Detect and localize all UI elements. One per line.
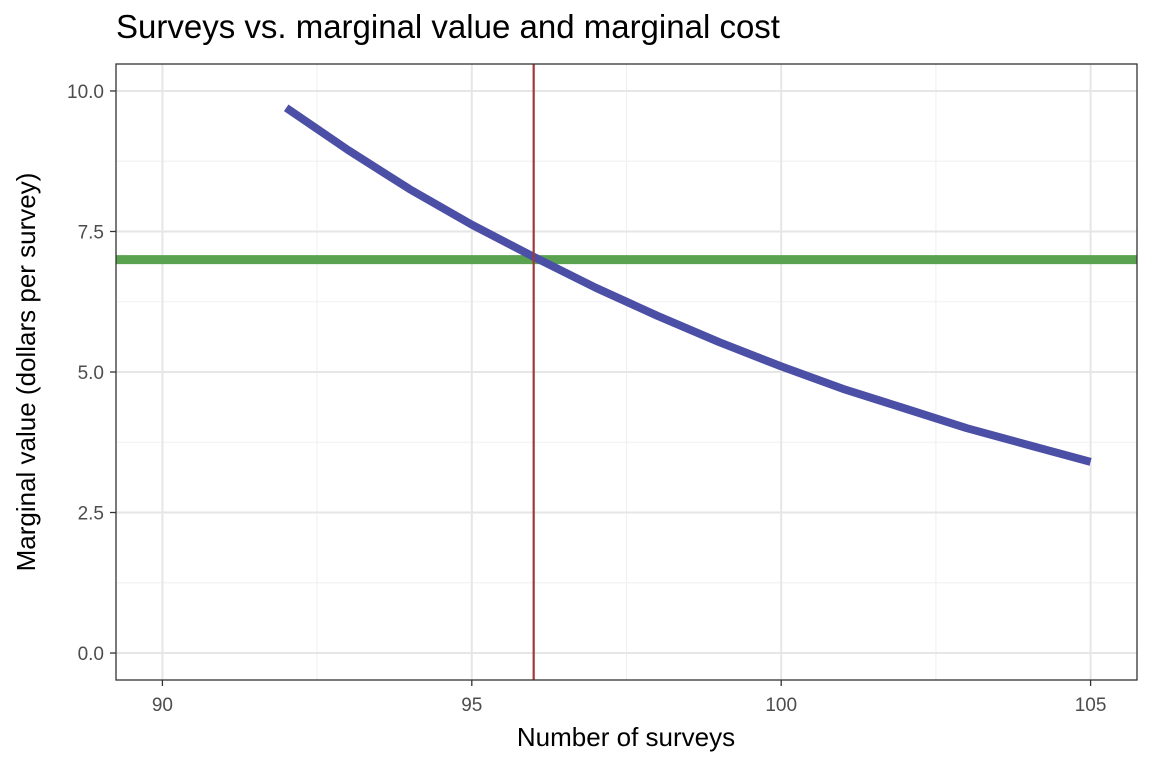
x-tick-label: 90 — [152, 695, 173, 716]
series-layer — [116, 64, 1137, 680]
y-tick-label: 7.5 — [78, 222, 104, 243]
y-axis-title: Marginal value (dollars per survey) — [11, 173, 41, 572]
marginal-value-curve — [283, 104, 1092, 466]
chart-title: Surveys vs. marginal value and marginal … — [116, 8, 780, 45]
gridlines — [116, 64, 1137, 680]
y-tick-label: 2.5 — [78, 504, 104, 525]
y-tick-label: 10.0 — [67, 82, 104, 103]
x-tick-label: 105 — [1075, 695, 1107, 716]
x-axis-title: Number of surveys — [517, 722, 735, 752]
axes: 90 95 100 105 0.0 2.5 5.0 7.5 10.0 — [67, 82, 1106, 716]
y-tick-label: 0.0 — [78, 644, 104, 665]
x-tick-label: 95 — [461, 695, 482, 716]
x-tick-label: 100 — [765, 695, 797, 716]
y-tick-label: 5.0 — [78, 363, 104, 384]
